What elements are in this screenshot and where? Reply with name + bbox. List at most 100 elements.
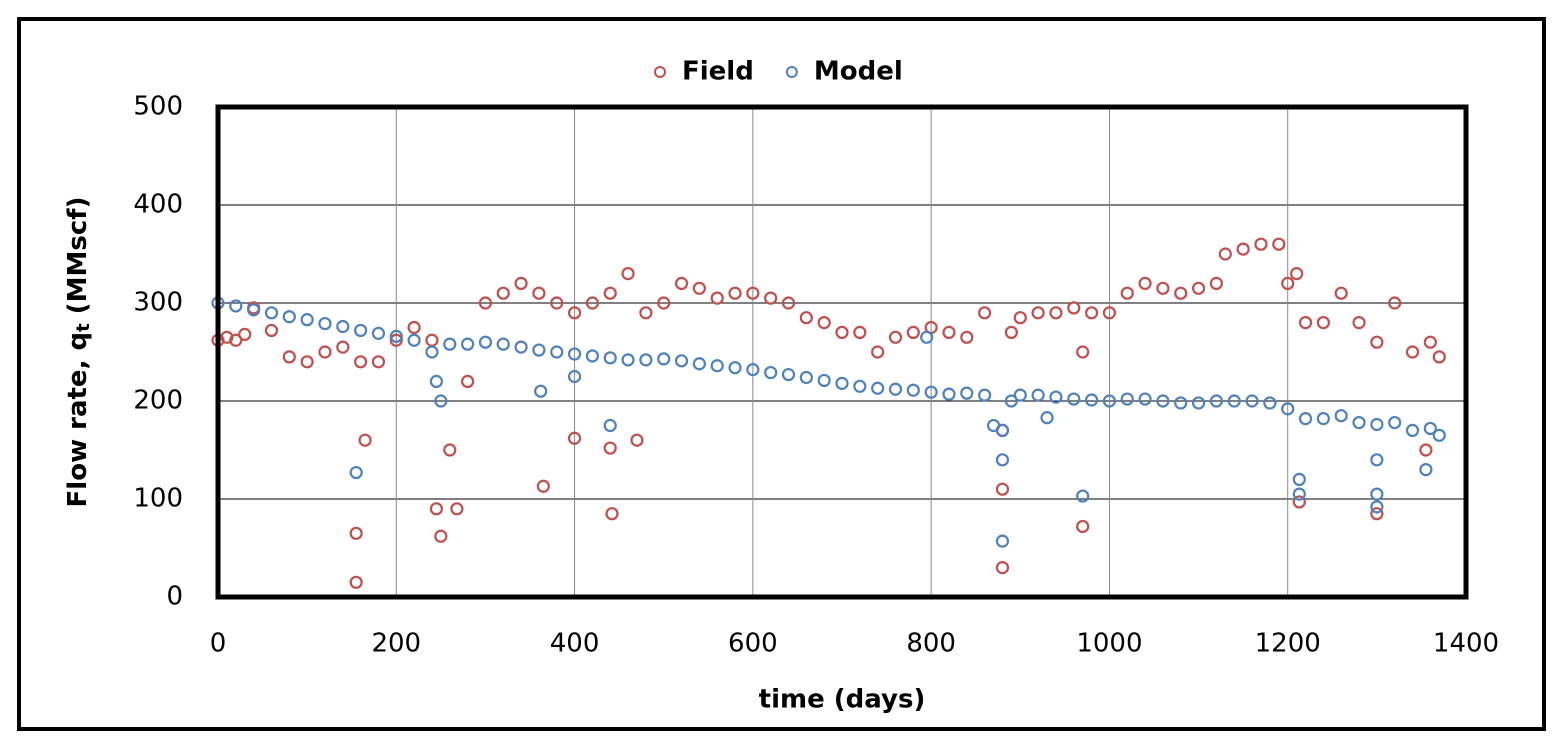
point xyxy=(1292,495,1306,509)
y-tick-label: 0 xyxy=(166,582,183,612)
point xyxy=(781,296,796,310)
point xyxy=(995,560,1010,575)
point xyxy=(1405,423,1420,437)
point xyxy=(1370,507,1384,521)
y-title-text: Flow rate, q xyxy=(63,332,93,508)
point xyxy=(1423,421,1437,436)
point xyxy=(429,374,443,388)
point xyxy=(920,330,934,344)
point xyxy=(674,276,689,290)
point xyxy=(853,325,867,339)
point xyxy=(434,529,448,543)
point xyxy=(1423,335,1437,349)
point xyxy=(1432,428,1446,442)
point xyxy=(358,433,372,447)
y-tick-label: 200 xyxy=(133,386,183,416)
point xyxy=(995,482,1010,496)
point xyxy=(349,575,363,589)
point xyxy=(264,323,279,338)
point xyxy=(603,351,617,365)
point xyxy=(630,433,644,447)
point xyxy=(906,383,920,397)
point xyxy=(1138,392,1152,406)
y-title-sub: t xyxy=(73,323,94,332)
point xyxy=(1067,301,1081,315)
x-tick-label: 600 xyxy=(728,629,778,659)
point xyxy=(1334,286,1348,300)
point xyxy=(888,330,903,344)
point xyxy=(1004,394,1018,408)
x-axis-title: time (days) xyxy=(759,685,926,715)
point xyxy=(853,379,867,393)
point xyxy=(978,306,992,320)
point xyxy=(264,306,279,320)
point xyxy=(978,388,992,402)
point xyxy=(336,319,350,334)
point xyxy=(1352,316,1366,330)
point xyxy=(514,276,528,290)
point xyxy=(534,384,548,398)
point xyxy=(514,340,528,354)
point xyxy=(817,316,831,330)
x-tick-label: 1000 xyxy=(1076,629,1142,659)
y-tick-label: 400 xyxy=(133,190,183,220)
point xyxy=(603,441,617,455)
point xyxy=(1281,276,1295,290)
point xyxy=(924,385,938,399)
point xyxy=(1316,412,1330,426)
point xyxy=(1102,394,1117,408)
point xyxy=(728,286,742,300)
point xyxy=(354,323,368,338)
point xyxy=(407,333,421,347)
point xyxy=(1388,296,1402,310)
point xyxy=(532,343,546,357)
point xyxy=(349,526,363,540)
point xyxy=(443,337,457,351)
point xyxy=(550,345,564,359)
point xyxy=(995,534,1010,548)
point xyxy=(1370,500,1384,514)
point xyxy=(1004,325,1018,339)
point xyxy=(389,329,403,343)
point xyxy=(1254,237,1268,251)
point xyxy=(1049,390,1063,404)
point xyxy=(1263,396,1277,410)
point xyxy=(746,363,760,377)
point xyxy=(1174,396,1188,410)
point xyxy=(478,296,493,310)
y-tick-label: 100 xyxy=(133,484,183,514)
x-tick-label: 800 xyxy=(906,629,956,659)
point xyxy=(605,507,619,521)
point xyxy=(781,367,796,382)
point xyxy=(1209,276,1224,290)
point xyxy=(336,340,350,354)
legend-label: Field xyxy=(682,57,754,87)
x-tick-label: 1400 xyxy=(1433,629,1499,659)
point xyxy=(817,373,831,388)
y-tick-label: 500 xyxy=(133,92,183,122)
marks xyxy=(211,237,1446,589)
point xyxy=(1138,276,1152,290)
point xyxy=(888,382,903,396)
point xyxy=(567,431,582,445)
y-tick-label: 300 xyxy=(133,288,183,318)
point xyxy=(450,502,464,516)
point xyxy=(710,291,724,305)
point xyxy=(692,281,706,295)
point xyxy=(300,355,314,369)
legend-marker xyxy=(785,66,798,78)
point xyxy=(532,286,546,300)
point xyxy=(746,286,760,300)
point xyxy=(1076,345,1090,359)
point xyxy=(1370,417,1384,432)
plot-border xyxy=(215,104,1469,600)
point xyxy=(496,286,510,300)
y-axis-title: Flow rate, qt (MMscf) xyxy=(63,197,95,508)
point xyxy=(478,335,493,349)
point xyxy=(354,355,368,369)
point xyxy=(318,316,332,331)
point xyxy=(567,306,582,320)
point xyxy=(960,386,974,400)
point xyxy=(1076,519,1090,534)
